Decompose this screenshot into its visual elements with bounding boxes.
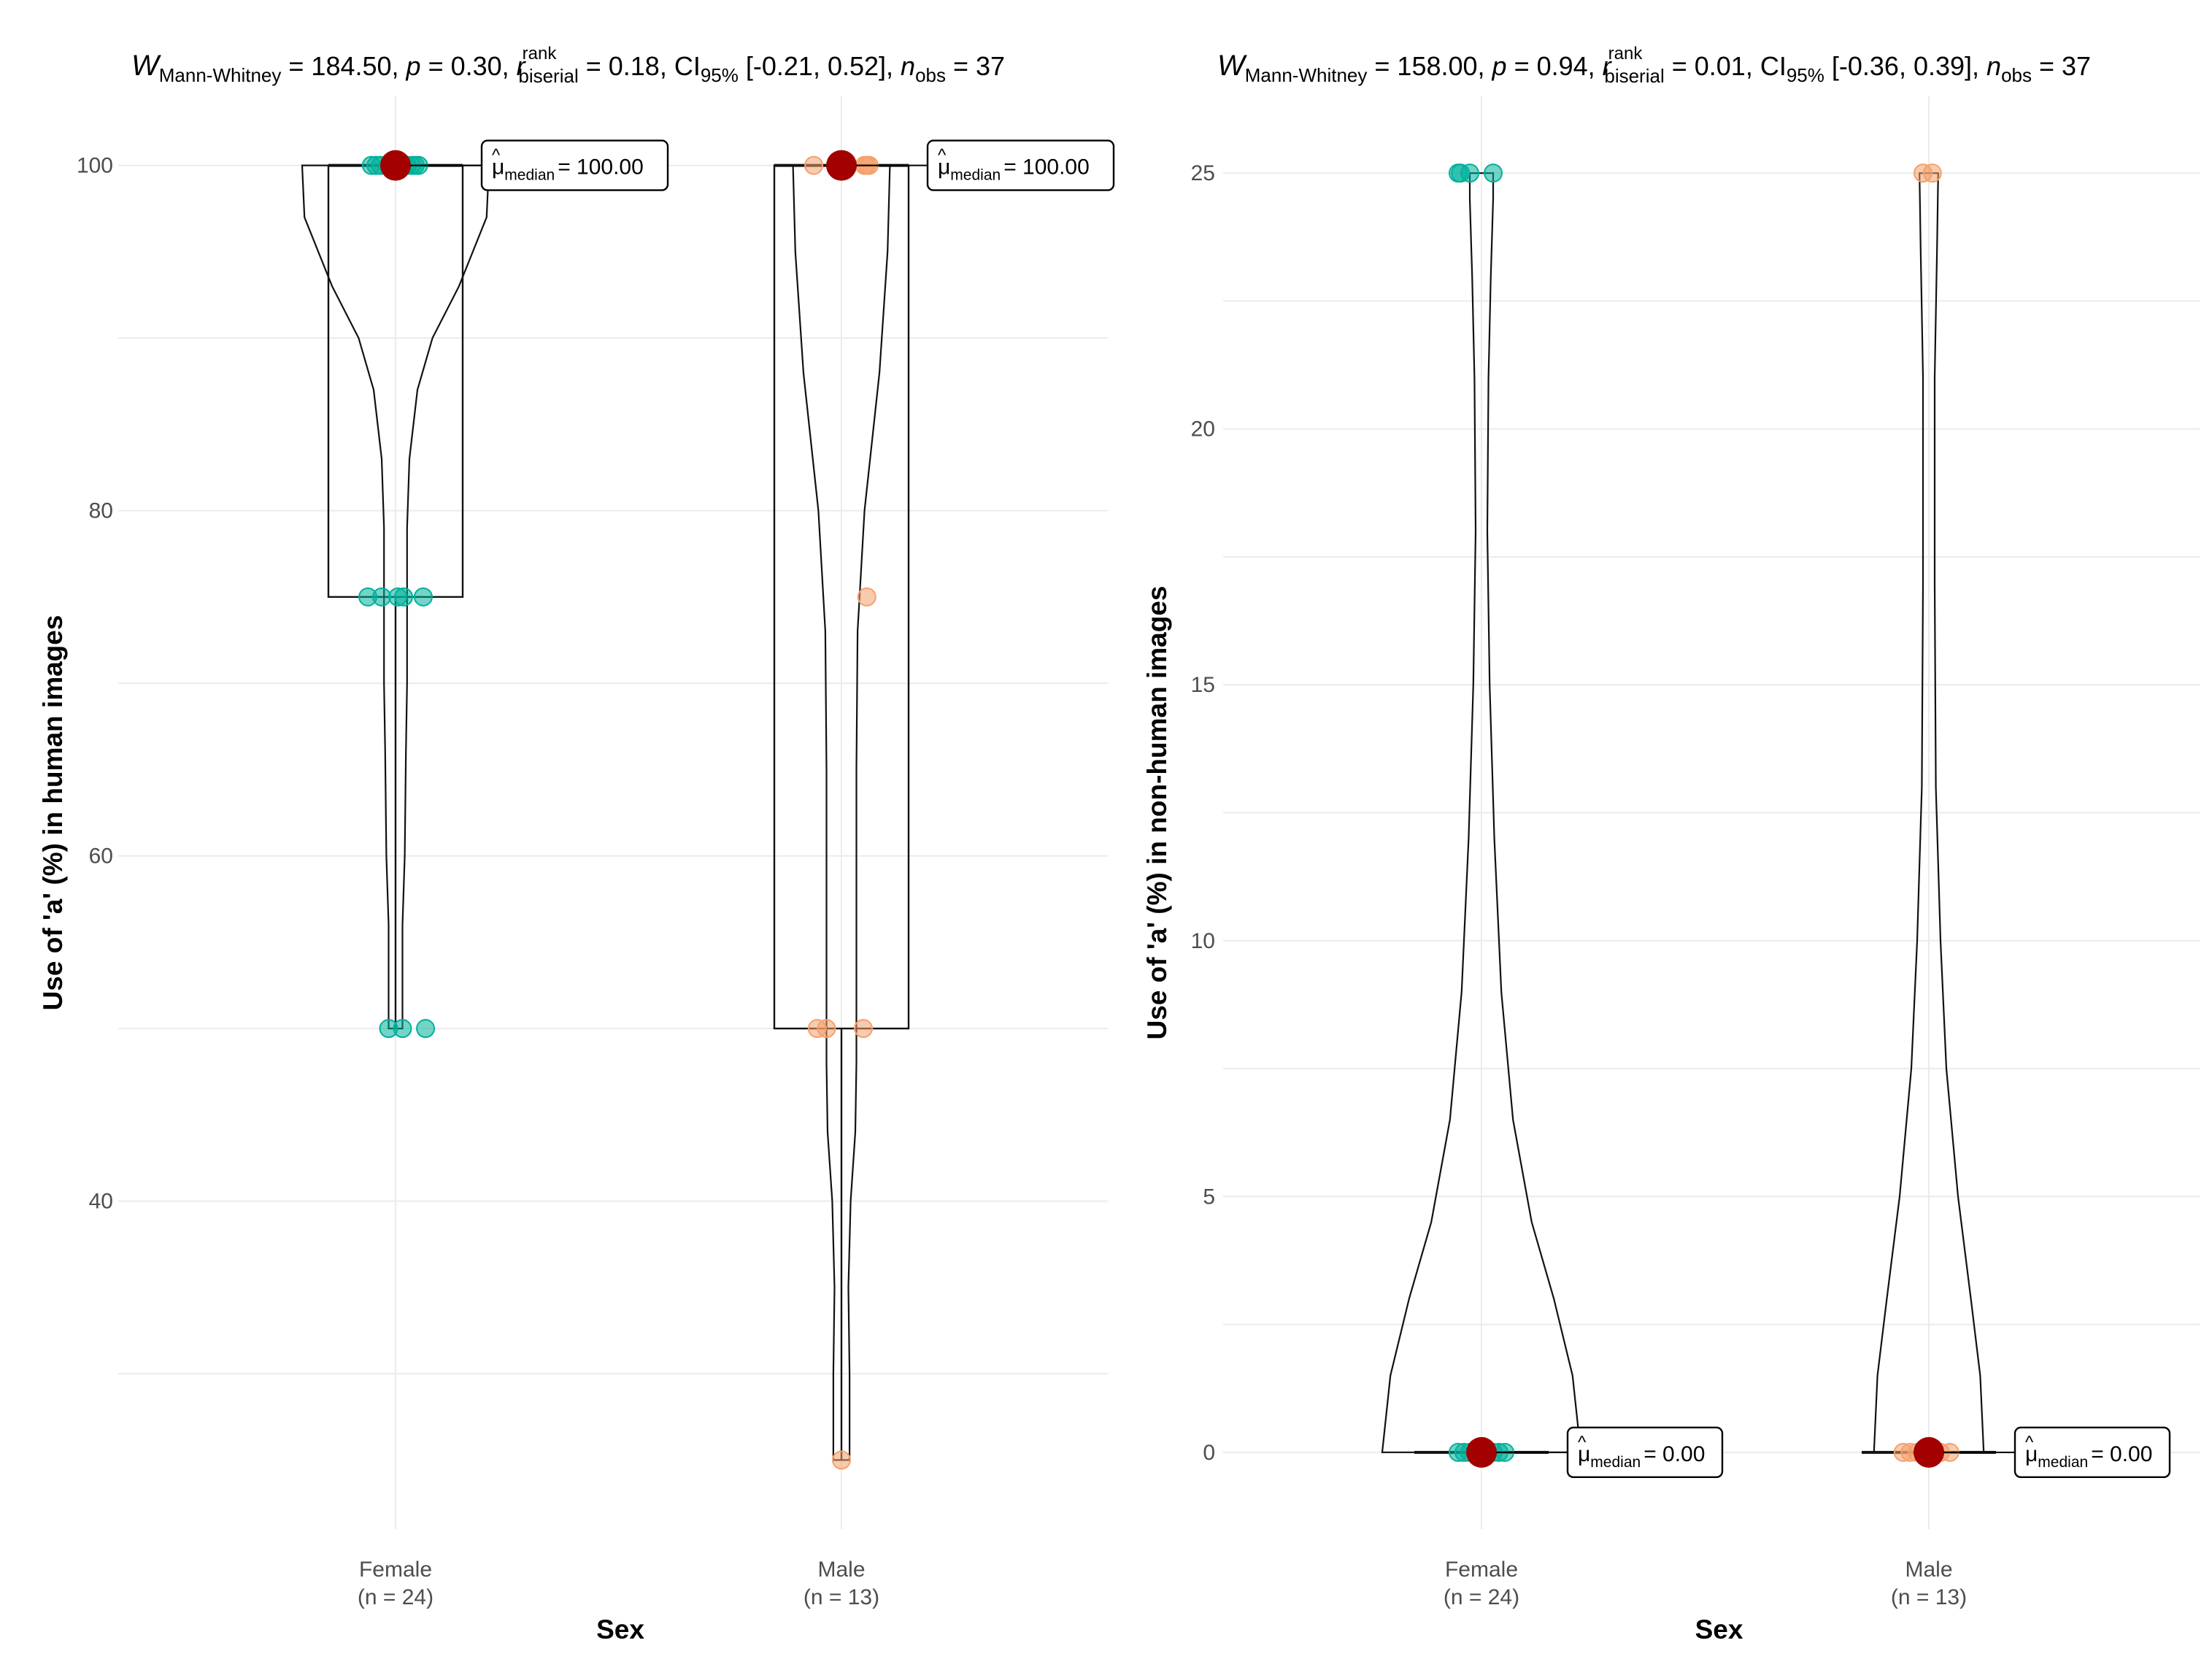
- median-label-hat: ^: [1578, 1433, 1587, 1452]
- x-category-n-label: (n = 13): [1891, 1585, 1967, 1609]
- median-label-hat: ^: [2025, 1433, 2034, 1452]
- median-label-hat: ^: [492, 146, 501, 166]
- y-tick-label: 20: [1191, 417, 1215, 442]
- median-marker: [380, 150, 411, 181]
- data-point: [1460, 163, 1479, 183]
- panel-1: 40 60 80 100 Use of 'a' (%) in human images S…: [38, 44, 1115, 1644]
- data-point: [817, 1019, 836, 1039]
- y-tick-label: 80: [89, 499, 113, 523]
- x-category-n-label: (n = 13): [804, 1585, 879, 1609]
- data-point: [394, 587, 414, 607]
- y-tick-label: 60: [89, 844, 113, 869]
- data-point: [857, 587, 876, 607]
- median-marker: [826, 150, 857, 181]
- data-point: [416, 1019, 436, 1039]
- median-marker: [1466, 1436, 1497, 1468]
- x-axis-title: Sex: [1695, 1615, 1743, 1644]
- x-category-label: Male: [817, 1558, 865, 1582]
- median-label-hat: ^: [938, 146, 947, 166]
- group-male: Male (n = 13) ^μmedian = 100.00: [773, 139, 1115, 1609]
- chart-title: WMann-Whitney = 184.50, p = 0.30, rrank b…: [131, 44, 1005, 87]
- x-category-n-label: (n = 24): [358, 1585, 433, 1609]
- y-tick-label: 25: [1191, 161, 1215, 185]
- data-point: [413, 587, 433, 607]
- data-point: [1484, 163, 1503, 183]
- data-point: [393, 1019, 412, 1039]
- y-tick-label: 5: [1203, 1185, 1215, 1209]
- chart-title: WMann-Whitney = 158.00, p = 0.94, rrank b…: [1217, 44, 2091, 87]
- data-point: [832, 1450, 851, 1470]
- group-female: Female (n = 24) ^μmedian = 100.00: [301, 139, 669, 1609]
- median-marker: [1914, 1436, 1944, 1468]
- y-tick-label: 0: [1203, 1441, 1215, 1465]
- data-point: [804, 155, 824, 175]
- median-label-text: μmedian = 100.00: [492, 155, 644, 184]
- median-label-text: μmedian = 100.00: [938, 155, 1090, 184]
- x-category-n-label: (n = 24): [1444, 1585, 1519, 1609]
- x-axis-title: Sex: [596, 1615, 644, 1644]
- y-tick-label: 10: [1191, 929, 1215, 953]
- x-category-label: Female: [1445, 1558, 1518, 1582]
- x-category-label: Female: [359, 1558, 432, 1582]
- x-category-label: Male: [1905, 1558, 1952, 1582]
- median-label-text: μmedian = 0.00: [1578, 1442, 1705, 1471]
- y-tick-label: 40: [89, 1190, 113, 1214]
- group-female: Female (n = 24) ^μmedian = 0.00: [1381, 163, 1724, 1609]
- median-label-box: [926, 139, 1115, 191]
- median-label-box: [2013, 1426, 2171, 1479]
- panel-2: 0 5 10 15 20 25 Use of 'a' (%) in non-human im…: [1142, 44, 2200, 1644]
- y-tick-label: 100: [77, 154, 113, 178]
- y-axis-title: Use of 'a' (%) in human images: [38, 615, 68, 1011]
- data-point: [854, 1019, 874, 1039]
- median-label-text: μmedian = 0.00: [2025, 1442, 2152, 1471]
- group-male: Male (n = 13) ^μmedian = 0.00: [1862, 163, 2171, 1609]
- data-point: [372, 587, 392, 607]
- y-axis-title: Use of 'a' (%) in non-human images: [1142, 586, 1172, 1040]
- median-label-box: [1566, 1426, 1724, 1479]
- median-label-box: [480, 139, 669, 191]
- data-point: [1922, 163, 1942, 183]
- y-tick-label: 15: [1191, 673, 1215, 697]
